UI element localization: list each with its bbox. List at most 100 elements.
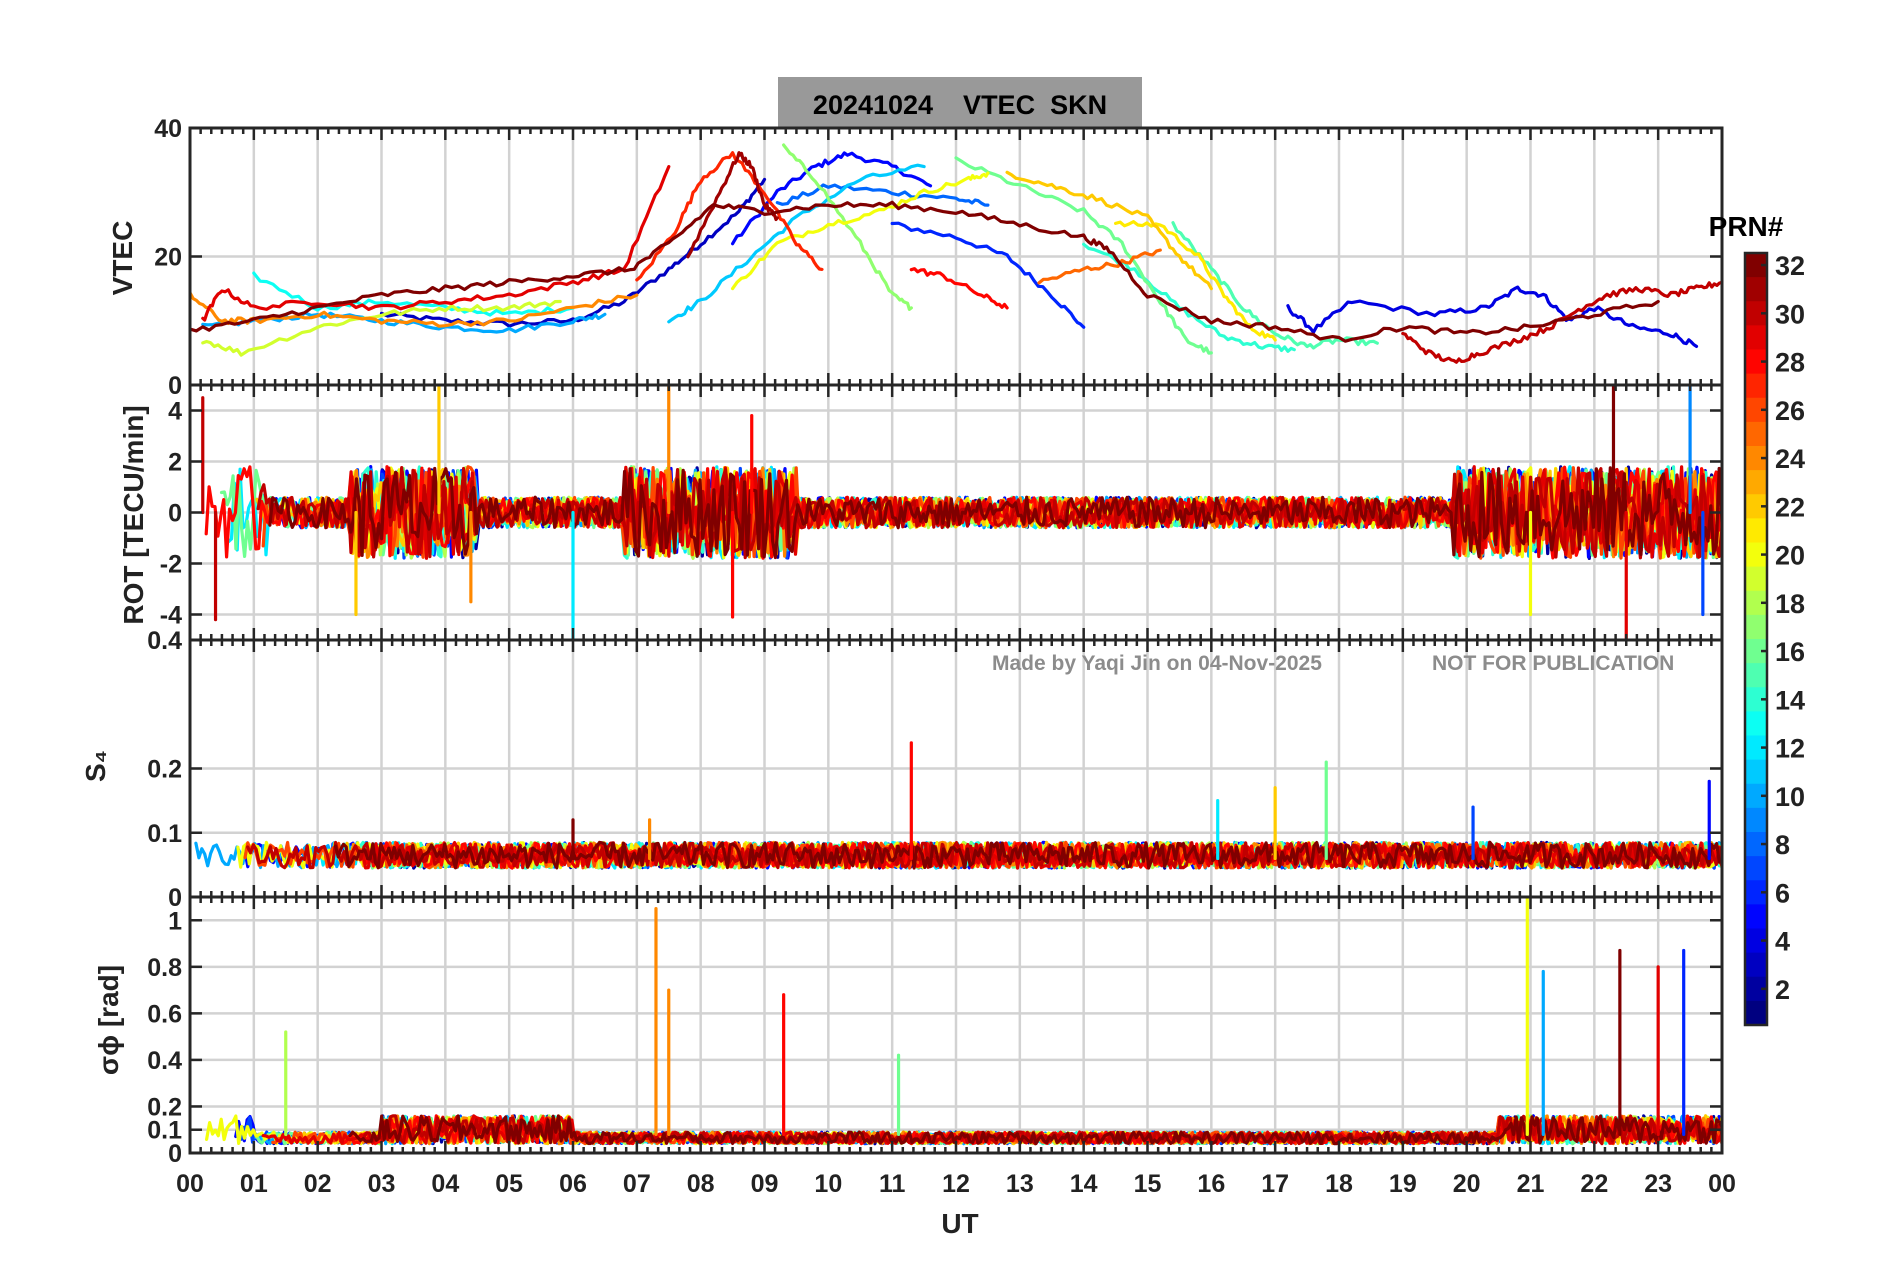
rot-ytick-label: 2: [168, 449, 182, 477]
watermark-not-for-publication: NOT FOR PUBLICATION: [1432, 652, 1674, 675]
xtick-label: 04: [431, 1170, 459, 1198]
xtick-label: 05: [495, 1170, 523, 1198]
vtec-series-prn-17: [782, 143, 913, 311]
colorbar-segment: [1745, 277, 1767, 302]
xtick-label: 18: [1325, 1170, 1353, 1198]
s4-panel: 0.2 0.1 0 0.4: [147, 627, 1724, 912]
vtec-series-prn-4: [1286, 285, 1699, 348]
vtec-series-prn-14: [1082, 242, 1296, 353]
colorbar-segment: [1745, 470, 1767, 495]
colorbar-segment: [1745, 711, 1767, 736]
xtick-label: 15: [1134, 1170, 1162, 1198]
colorbar-segment: [1745, 952, 1767, 978]
colorbar-segment: [1745, 494, 1767, 519]
vtec-series-prn-21: [1114, 220, 1277, 342]
xtick-label: 12: [942, 1170, 970, 1198]
xtick-label: 06: [559, 1170, 587, 1198]
rot-ylabel: ROT [TECU/min]: [118, 405, 149, 624]
xtick-label: 17: [1261, 1170, 1289, 1198]
colorbar-frame: [1743, 251, 1769, 1027]
vtec-panel: 40 20: [154, 115, 1724, 387]
colorbar-segment: [1745, 542, 1767, 568]
colorbar-tick-label: 26: [1775, 396, 1805, 426]
colorbar-segment: [1745, 687, 1767, 712]
colorbar-segment: [1745, 518, 1767, 543]
colorbar-tick-label: 6: [1775, 878, 1790, 908]
xtick-label: 03: [368, 1170, 396, 1198]
rot-ytick-label: 0: [168, 500, 182, 528]
colorbar-segment: [1745, 397, 1767, 423]
rot-series-prn-32: [268, 466, 1722, 560]
colorbar-tick-label: 22: [1775, 492, 1805, 522]
colorbar-segment: [1745, 735, 1767, 761]
colorbar-tick-label: 4: [1775, 927, 1790, 957]
colorbar-segment: [1745, 976, 1767, 1002]
xtick-label: 11: [879, 1170, 906, 1198]
title-background: [778, 77, 1142, 127]
colorbar-tick-label: 18: [1775, 589, 1805, 619]
sig-ytick-label: 0.4: [147, 1047, 182, 1075]
colorbar-segment: [1745, 783, 1767, 809]
colorbar-tick-label: 16: [1775, 637, 1805, 667]
xtick-label: 01: [240, 1170, 268, 1198]
s4-ytick-label: 0: [168, 884, 182, 912]
colorbar-segment: [1745, 904, 1767, 929]
xtick-label: 00: [1708, 1170, 1736, 1198]
vtec-series-prn-19: [201, 299, 562, 357]
xtick-label: 21: [1517, 1170, 1545, 1198]
colorbar-segment: [1745, 880, 1767, 905]
colorbar-segment: [1745, 832, 1767, 857]
xtick-label: 09: [751, 1170, 779, 1198]
xtick-label: 14: [1070, 1170, 1098, 1198]
rot-ytick-label: -4: [160, 602, 182, 630]
colorbar-segment: [1745, 856, 1767, 881]
s4-ytick-label: 0.1: [147, 820, 182, 848]
colorbar-segment: [1745, 663, 1767, 688]
xtick-label: 08: [687, 1170, 715, 1198]
colorbar-tick-label: 10: [1775, 782, 1805, 812]
xtick-label: 20: [1453, 1170, 1481, 1198]
colorbar-segment: [1745, 446, 1767, 471]
vtec-series-prn-27: [635, 151, 824, 282]
colorbar-tick-label: 30: [1775, 299, 1805, 329]
colorbar-tick-label: 2: [1775, 975, 1790, 1005]
s4-ytick-label: 0.2: [147, 756, 182, 784]
xtick-label: 22: [1580, 1170, 1608, 1198]
sig-series-group: [205, 897, 1722, 1146]
rot-ytick-label: -2: [160, 551, 182, 579]
vtec-series-prn-29: [201, 165, 671, 322]
colorbar-segment: [1745, 590, 1767, 616]
vtec-series-prn-30: [1401, 280, 1722, 364]
colorbar-tick-label: 12: [1775, 734, 1805, 764]
ut-xlabel: UT: [941, 1208, 978, 1239]
xtick-label: 10: [814, 1170, 842, 1198]
sig-series-prn-32: [348, 1114, 1722, 1146]
s4-series-prn-32: [333, 840, 1722, 870]
figure-title: 20241024 VTEC SKN: [778, 77, 1142, 127]
vtec-series-prn-32: [190, 200, 1660, 343]
xtick-label: 23: [1644, 1170, 1672, 1198]
xtick-label: 02: [304, 1170, 332, 1198]
colorbar-segment: [1745, 301, 1767, 326]
vtec-series-prn-28: [909, 267, 1009, 310]
colorbar-segment: [1745, 928, 1767, 954]
vtec-series-prn-20: [731, 171, 990, 291]
title-text: 20241024 VTEC SKN: [813, 90, 1107, 120]
sig-ytick-label: 0.8: [147, 954, 182, 982]
vtec-ytick-label: 20: [154, 244, 182, 272]
vtec-series-prn-8: [775, 183, 990, 207]
vtec-series-prn-22: [1005, 170, 1213, 291]
colorbar-title: PRN#: [1709, 211, 1784, 242]
s4-ylabel: S₄: [80, 750, 111, 782]
sigma-phi-ylabel: σϕ [rad]: [93, 965, 124, 1075]
colorbar-tick-label: 8: [1775, 830, 1790, 860]
colorbar-tick-label: 20: [1775, 541, 1805, 571]
colorbar-segment: [1745, 639, 1767, 664]
vtec-ytick-label: 40: [154, 115, 182, 143]
xtick-label: 07: [623, 1170, 651, 1198]
vtec-series-group: [190, 143, 1722, 364]
sig-ytick-label: 0.1: [147, 1117, 182, 1145]
vtec-series-prn-15: [1171, 221, 1379, 350]
